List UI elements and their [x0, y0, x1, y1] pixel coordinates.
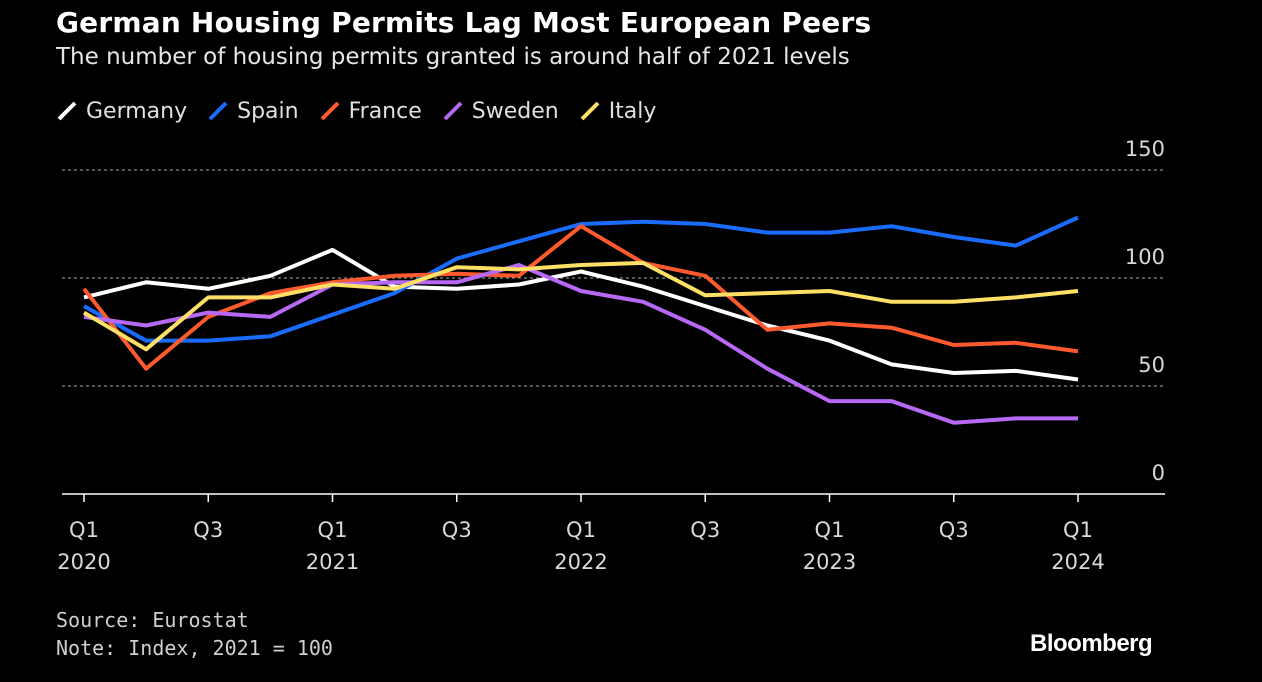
x-tick-label-year: 2021: [306, 550, 359, 574]
x-tick-label-quarter: Q3: [193, 518, 223, 542]
y-tick-label-100: 100: [1125, 245, 1165, 269]
x-tick-label-year: 2023: [803, 550, 856, 574]
legend-item-sweden: Sweden: [442, 99, 559, 124]
grid-lines: [62, 169, 1165, 387]
series-line-france: [82, 224, 1079, 371]
x-tick-label-quarter: Q1: [1063, 518, 1093, 542]
y-tick-label-0: 0: [1152, 461, 1165, 485]
legend-label: Spain: [237, 98, 299, 124]
chart-subtitle: The number of housing permits granted is…: [56, 44, 850, 70]
y-axis-tick-labels: 0 50 100 150: [1125, 137, 1165, 485]
x-tick-label-year: 2022: [554, 550, 607, 574]
x-axis: [62, 493, 1165, 502]
x-tick-label-quarter: Q3: [690, 518, 720, 542]
legend-label: Sweden: [471, 98, 559, 124]
legend-label: Italy: [608, 98, 657, 124]
legend-swatch-icon: [580, 101, 600, 121]
y-tick-label-50: 50: [1138, 353, 1165, 377]
legend-swatch-icon: [320, 101, 340, 121]
series-lines: [82, 215, 1079, 425]
x-tick-label-year: 2020: [57, 550, 110, 574]
bloomberg-logo: Bloomberg: [1030, 630, 1153, 657]
x-tick-label-year: 2024: [1051, 550, 1104, 574]
x-tick-label-quarter: Q3: [442, 518, 472, 542]
x-tick-label-quarter: Q1: [69, 518, 99, 542]
legend-label: France: [348, 98, 422, 124]
series-line-germany: [83, 247, 1079, 382]
legend-swatch-icon: [57, 101, 77, 121]
legend-swatch-icon: [443, 101, 463, 121]
legend-item-spain: Spain: [207, 98, 299, 124]
x-tick-label-quarter: Q1: [566, 518, 596, 542]
series-line-sweden: [83, 263, 1078, 425]
line-chart: 0 50 100 150 Q1 2020 Q3 Q1 2021 Q3 Q1 2022 Q3 Q1 2023…: [57, 137, 1165, 574]
series-line-spain: [83, 215, 1079, 343]
x-tick-label-quarter: Q1: [815, 518, 845, 542]
legend-swatch-icon: [208, 101, 228, 121]
x-axis-tick-labels: Q1 2020 Q3 Q1 2021 Q3 Q1 2022 Q3 Q1 2023 Q3 Q1 2024: [57, 518, 1104, 574]
legend-item-germany: Germany: [56, 99, 187, 124]
legend-label: Germany: [86, 98, 188, 124]
source-note: Source: Eurostat: [56, 608, 249, 632]
chart-title: German Housing Permits Lag Most European…: [56, 6, 872, 39]
series-line-italy: [82, 260, 1079, 352]
legend: Germany Spain France Sweden Italy: [56, 96, 676, 126]
index-note: Note: Index, 2021 = 100: [56, 636, 333, 660]
legend-item-france: France: [319, 99, 422, 124]
x-tick-label-quarter: Q3: [939, 518, 969, 542]
legend-item-italy: Italy: [579, 98, 657, 124]
y-tick-label-150: 150: [1125, 137, 1165, 161]
x-tick-label-quarter: Q1: [318, 518, 348, 542]
